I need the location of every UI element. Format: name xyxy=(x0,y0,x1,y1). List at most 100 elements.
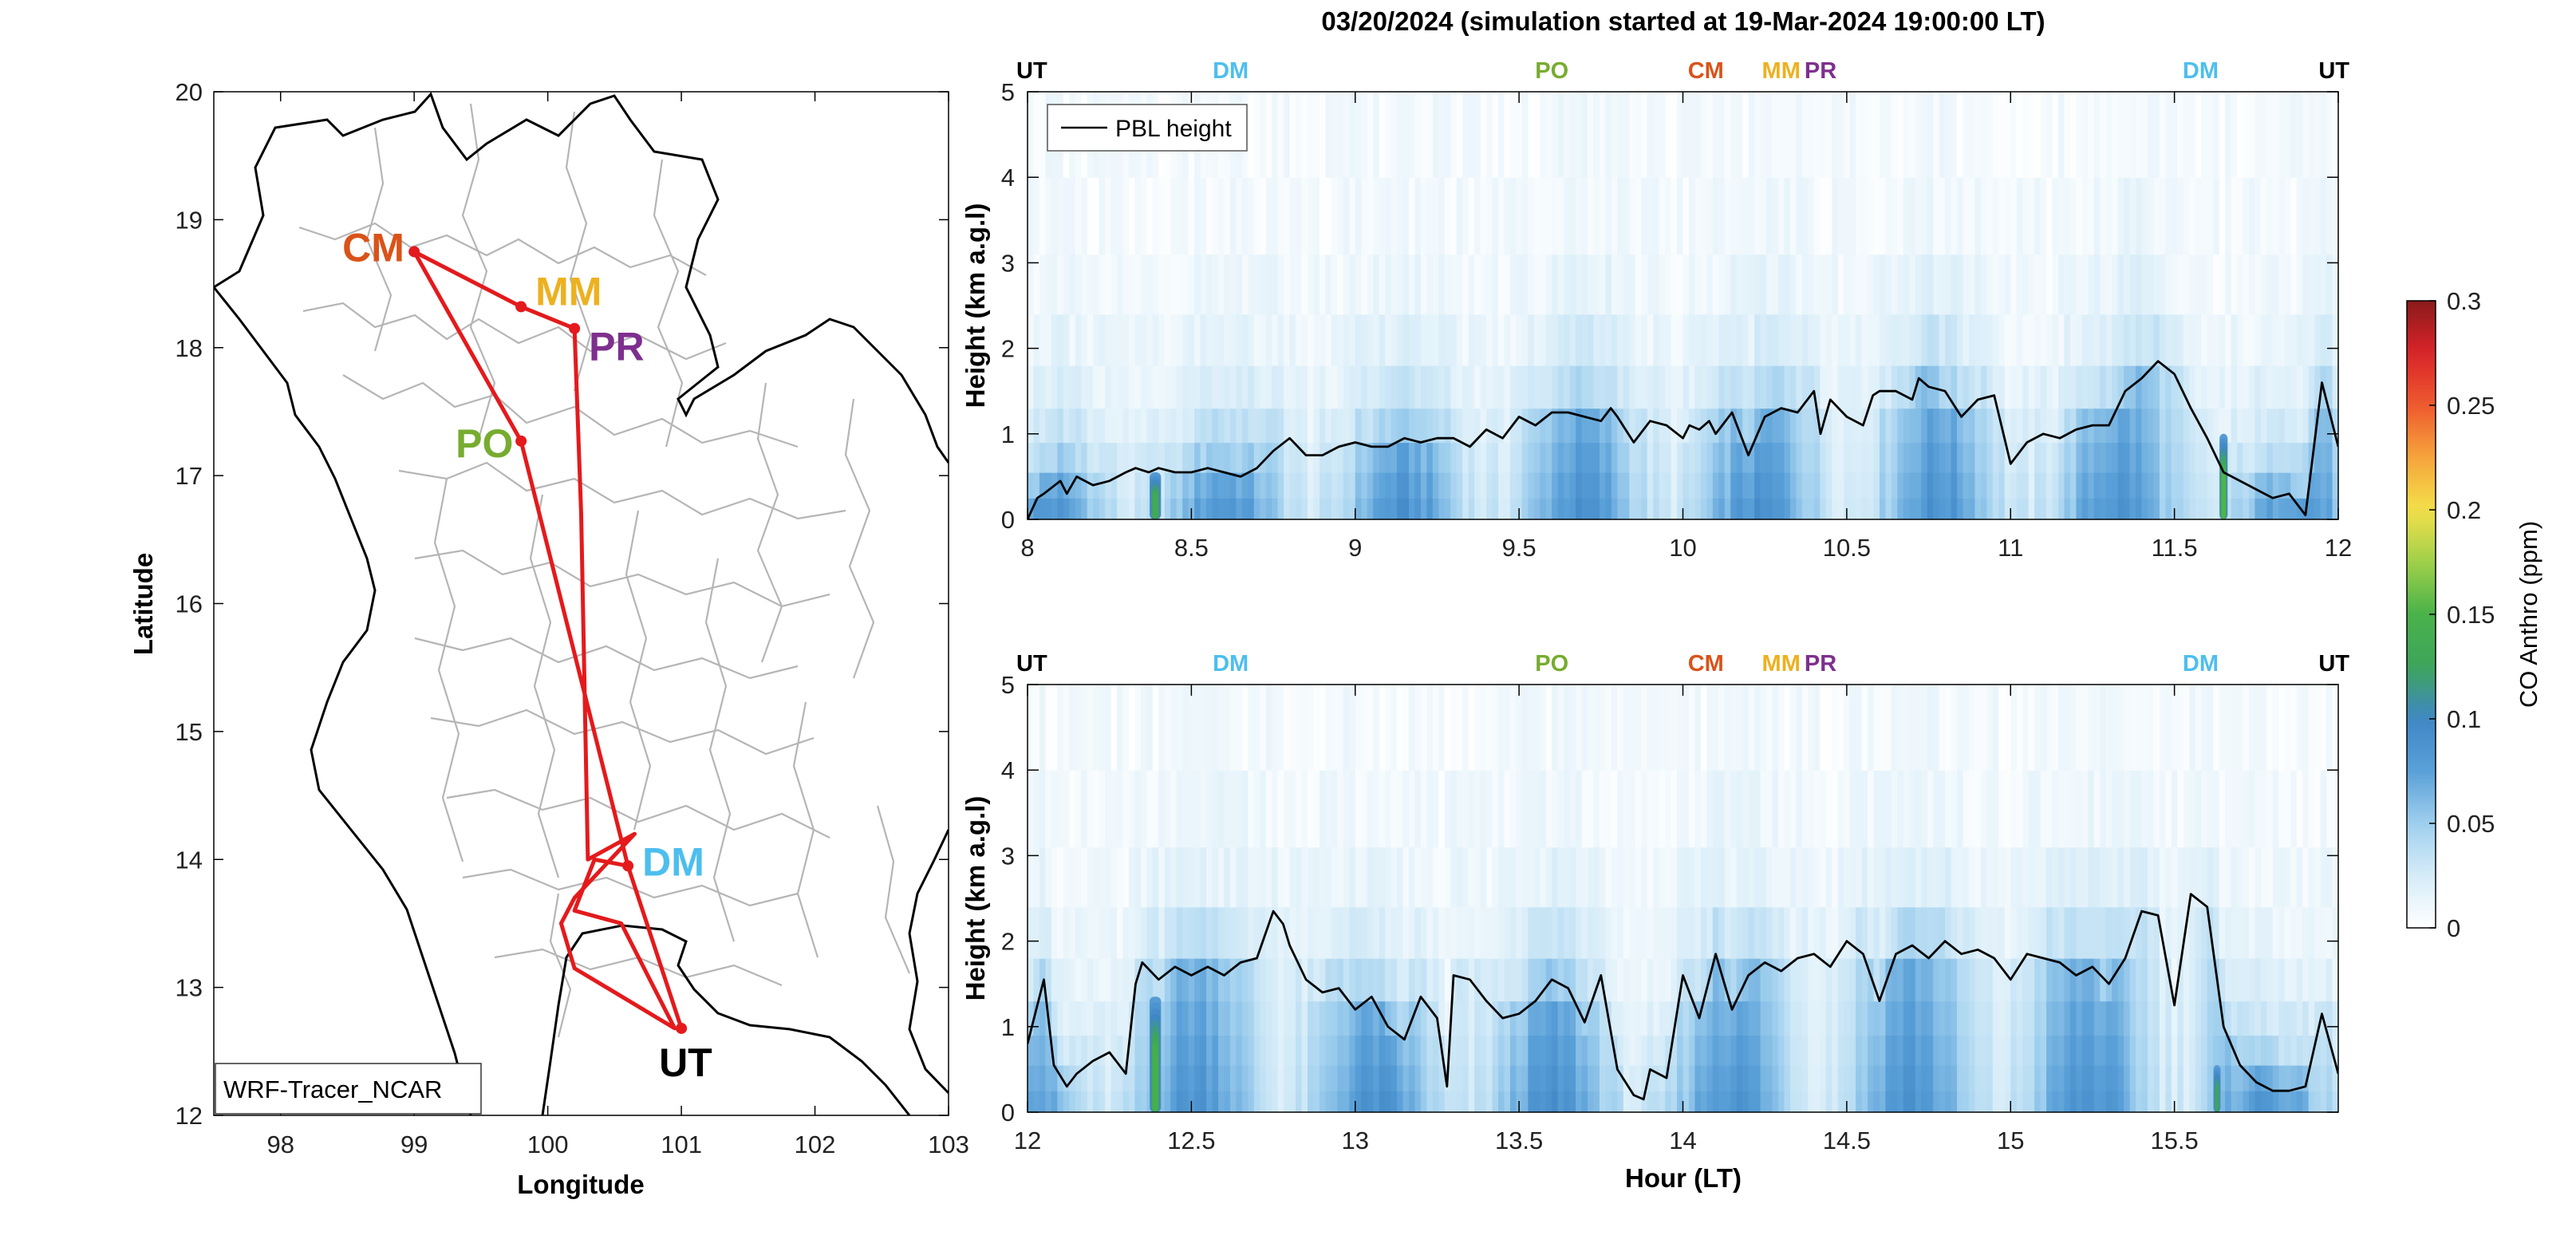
co-cell xyxy=(1772,685,1779,771)
co-cell xyxy=(1629,92,1636,178)
co-cell xyxy=(1182,408,1189,444)
co-cell xyxy=(1253,498,1260,519)
co-cell xyxy=(1248,846,1255,908)
co-cell xyxy=(1730,314,1738,366)
co-cell xyxy=(2165,408,2172,444)
co-cell xyxy=(2046,177,2053,255)
co-cell xyxy=(2183,314,2190,366)
co-cell xyxy=(1933,770,1940,848)
co-cell xyxy=(1897,254,1904,315)
co-cell xyxy=(1462,498,1469,519)
co-cell xyxy=(2141,1035,2148,1066)
co-cell xyxy=(1909,442,1916,473)
co-cell xyxy=(1397,1000,1404,1036)
co-cell xyxy=(2148,1000,2155,1036)
co-cell xyxy=(1748,408,1755,444)
co-cell xyxy=(2266,1000,2274,1036)
co-cell xyxy=(1766,906,1773,959)
co-cell xyxy=(1599,906,1607,959)
co-cell xyxy=(1825,314,1832,366)
co-cell xyxy=(1921,92,1928,178)
co-cell xyxy=(1194,958,1201,1002)
co-cell xyxy=(1105,365,1112,409)
co-cell xyxy=(1754,685,1761,771)
co-cell xyxy=(1849,408,1856,444)
co-cell xyxy=(1420,498,1427,519)
co-cell xyxy=(2081,365,2089,409)
co-cell xyxy=(1486,685,1493,771)
co-cell xyxy=(2129,770,2136,848)
co-cell xyxy=(1957,408,1964,444)
co-cell xyxy=(1420,770,1427,848)
co-cell xyxy=(2141,1000,2148,1036)
co-cell xyxy=(2046,92,2053,178)
co-cell xyxy=(1284,685,1291,771)
co-cell xyxy=(2207,472,2214,499)
co-cell xyxy=(1140,408,1147,444)
co-cell xyxy=(1420,92,1427,178)
co-cell xyxy=(1265,1091,1272,1112)
co-cell xyxy=(1110,498,1118,519)
co-cell xyxy=(1576,442,1583,473)
co-cell xyxy=(1456,958,1463,1002)
co-cell xyxy=(1217,1065,1225,1091)
co-cell xyxy=(1897,408,1904,444)
co-cell xyxy=(2225,1091,2232,1112)
co-cell xyxy=(1373,177,1380,255)
co-cell xyxy=(1450,685,1458,771)
co-cell xyxy=(1033,442,1040,473)
co-cell xyxy=(1480,1035,1487,1066)
co-cell xyxy=(1730,906,1738,959)
co-cell xyxy=(1825,498,1832,519)
co-cell xyxy=(2064,958,2071,1002)
co-cell xyxy=(1284,1000,1291,1036)
co-cell xyxy=(1921,1000,1928,1036)
co-cell xyxy=(1588,408,1595,444)
co-cell xyxy=(1367,846,1374,908)
co-cell xyxy=(1265,770,1272,848)
co-cell xyxy=(1128,498,1136,519)
co-cell xyxy=(1028,498,1035,519)
co-cell xyxy=(1730,254,1738,315)
co-cell xyxy=(1671,92,1678,178)
co-cell xyxy=(1789,958,1797,1002)
co-cell xyxy=(1533,254,1540,315)
co-cell xyxy=(1480,906,1487,959)
co-cell xyxy=(1087,314,1094,366)
co-cell xyxy=(1647,472,1654,499)
co-cell xyxy=(1706,498,1714,519)
co-cell xyxy=(1856,1000,1863,1036)
co-cell xyxy=(1986,1000,1994,1036)
co-cell xyxy=(1873,1035,1880,1066)
co-cell xyxy=(1909,408,1916,444)
co-cell xyxy=(2159,958,2167,1002)
co-cell xyxy=(2058,685,2065,771)
co-cell xyxy=(1140,1035,1147,1066)
co-cell xyxy=(1718,770,1726,848)
co-cell xyxy=(2148,846,2155,908)
co-cell xyxy=(2213,685,2220,771)
co-cell xyxy=(2320,314,2327,366)
co-cell xyxy=(1224,442,1231,473)
co-cell xyxy=(1444,408,1451,444)
co-cell xyxy=(1212,498,1219,519)
co-cell xyxy=(1367,498,1374,519)
co-cell xyxy=(2028,906,2035,959)
co-cell xyxy=(1158,177,1166,255)
co-cell xyxy=(1284,177,1291,255)
co-cell xyxy=(1576,1035,1583,1066)
co-cell xyxy=(1229,846,1237,908)
co-cell xyxy=(1706,314,1714,366)
co-cell xyxy=(1849,177,1856,255)
co-cell xyxy=(2004,1091,2011,1112)
co-cell xyxy=(2219,685,2226,771)
co-cell xyxy=(1140,958,1147,1002)
co-cell xyxy=(1450,770,1458,848)
pbl-height-line-top xyxy=(1028,360,2338,519)
co-cell xyxy=(1474,92,1481,178)
co-cell xyxy=(1462,1035,1469,1066)
co-cell xyxy=(1361,906,1368,959)
co-cell xyxy=(1229,1000,1237,1036)
co-cell xyxy=(1885,314,1892,366)
co-cell xyxy=(1093,770,1100,848)
